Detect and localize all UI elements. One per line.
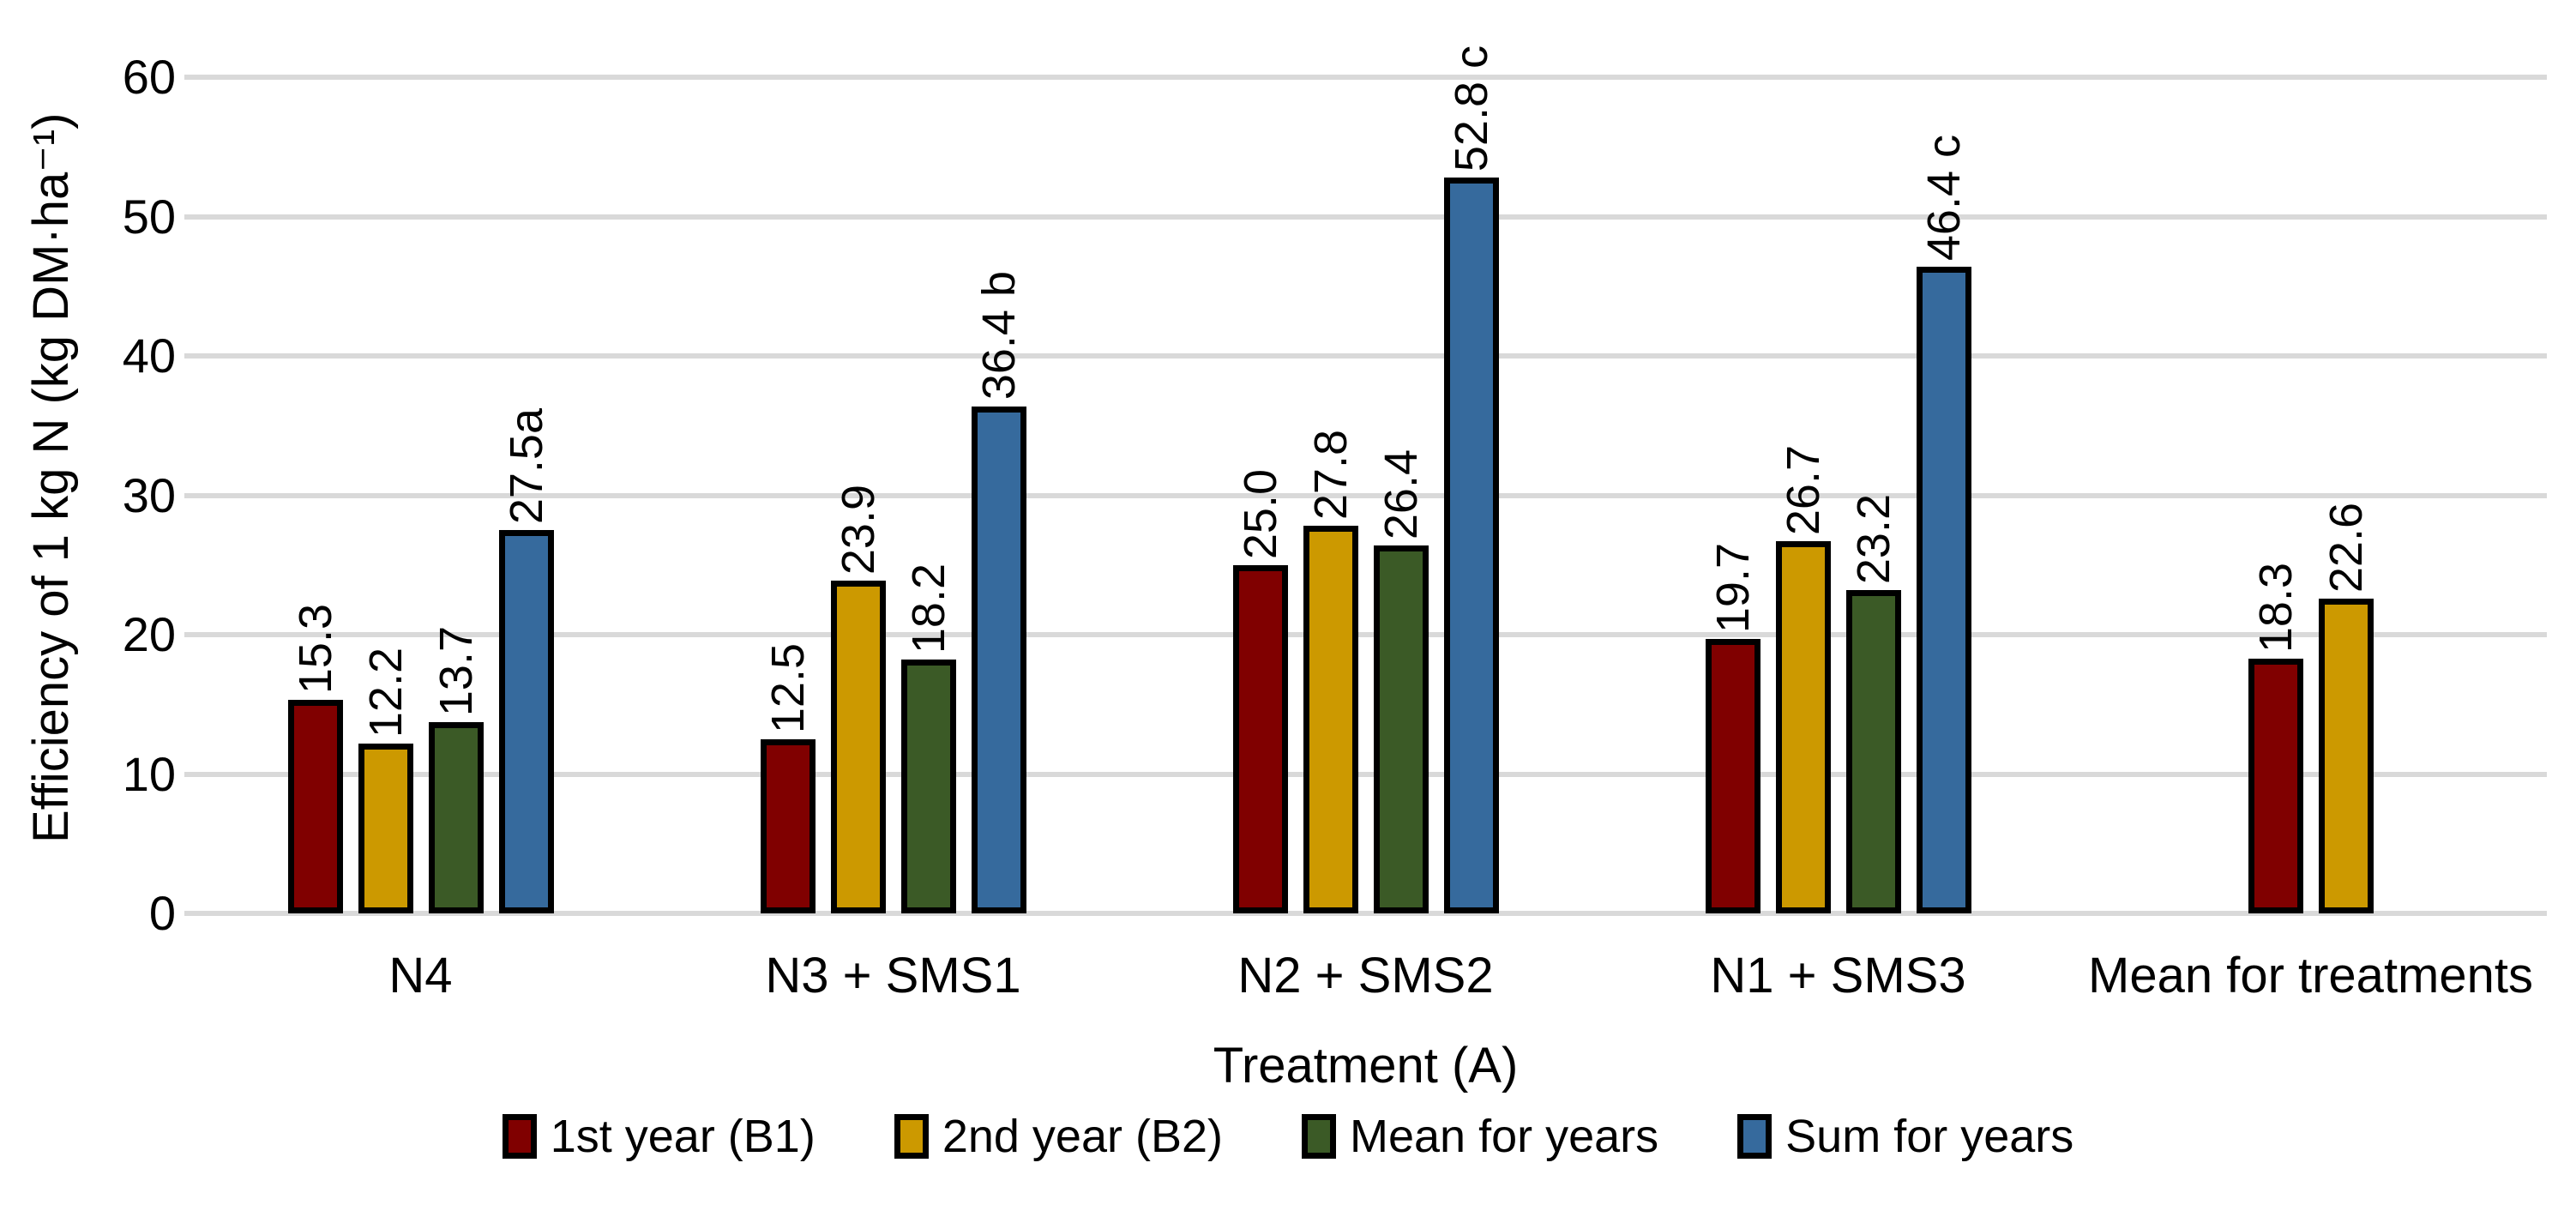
bar: 13.7 [428,626,484,913]
bar: 19.7 [1705,543,1760,913]
legend-label: 2nd year (B2) [942,1111,1223,1162]
bar: 27.8 [1303,430,1358,913]
bar-value-label: 23.9 [832,484,884,575]
bar: 26.7 [1775,445,1831,913]
bar: 23.2 [1845,494,1901,913]
bar: 36.4 b [971,271,1026,913]
category-label: N4 [388,948,453,1003]
bar-value-label: 22.6 [2320,502,2372,593]
plot-area: 15.3 12.2 13.7 27.5a 12.5 23.9 18.2 36.4 b 25.0 2… [184,45,2547,916]
bar-value-label: 15.3 [289,604,341,695]
bar-value-label: 46.4 c [1917,134,1970,261]
legend-swatch [1302,1114,1336,1159]
bar: 12.2 [358,648,413,913]
legend-swatch [502,1114,537,1159]
bar-group: 25.0 27.8 26.4 52.8 c [1129,45,1602,913]
bar-group: 15.3 12.2 13.7 27.5a [184,77,657,913]
bar-value-label: 13.7 [430,626,482,717]
category-label: N1 + SMS3 [1710,948,1966,1003]
bar-value-label: 27.5a [500,407,552,525]
y-tick-label: 60 [122,50,176,104]
bar-value-label: 18.2 [902,563,954,654]
bar-value-label: 27.8 [1304,430,1357,521]
bar: 15.3 [287,604,343,913]
bar-value-label: 12.5 [761,642,814,733]
category-label: Mean for treatments [2088,948,2533,1003]
category-label: N2 + SMS2 [1237,948,1494,1003]
bar: 18.3 [2248,563,2303,913]
bar-group: 19.7 26.7 23.2 46.4 c [1602,77,2074,913]
bar-group: 12.5 23.9 18.2 36.4 b [657,77,1129,913]
bar-value-label: 52.8 c [1445,45,1497,172]
y-tick-label: 10 [122,746,176,801]
x-axis-title: Treatment (A) [1213,1038,1519,1093]
bar-value-label: 18.3 [2249,562,2302,653]
legend-item: Sum for years [1737,1111,2073,1162]
legend-item: Mean for years [1302,1111,1658,1162]
gridline [184,771,2547,777]
bar: 22.6 [2318,503,2374,913]
bar: 23.9 [830,485,886,913]
bar: 27.5a [498,408,554,913]
y-tick-label: 20 [122,607,176,661]
bar: 26.4 [1373,449,1429,913]
category-label: N3 + SMS1 [765,948,1021,1003]
bar: 18.2 [900,563,956,913]
bar: 12.5 [760,643,816,913]
bar: 46.4 c [1916,135,1971,913]
gridline [184,492,2547,498]
bar-value-label: 26.4 [1375,449,1427,539]
y-tick-label: 40 [122,328,176,383]
x-axis-category-labels: N4 N3 + SMS1 N2 + SMS2 N1 + SMS3 Mean for tr… [184,946,2547,1006]
bar-value-label: 25.0 [1234,468,1286,559]
bar-value-label: 23.2 [1847,493,1899,584]
y-axis-tick-labels: 0 10 20 30 40 50 60 [0,53,176,937]
legend-item: 1st year (B1) [502,1111,816,1162]
legend-label: Mean for years [1350,1111,1659,1162]
legend-item: 2nd year (B2) [894,1111,1223,1162]
gridline [184,911,2547,916]
gridline [184,214,2547,220]
bar: 25.0 [1232,469,1288,913]
legend-label: Sum for years [1785,1111,2074,1162]
legend-label: 1st year (B1) [550,1111,816,1162]
gridline [184,632,2547,637]
bar-value-label: 12.2 [359,647,412,738]
bar-value-label: 19.7 [1706,542,1759,633]
gridline [184,75,2547,80]
bar: 52.8 c [1443,45,1499,913]
legend-swatch [1737,1114,1773,1159]
legend-swatch [894,1114,929,1159]
y-tick-label: 50 [122,189,176,244]
legend: 1st year (B1) 2nd year (B2) Mean for years… [0,1111,2576,1162]
bar-groups: 15.3 12.2 13.7 27.5a 12.5 23.9 18.2 36.4 b 25.0 2… [184,45,2547,913]
y-tick-label: 30 [122,467,176,522]
bar-group: 18.3 22.6 [2074,77,2547,913]
bar-value-label: 26.7 [1777,445,1829,536]
bar-value-label: 36.4 b [972,271,1025,401]
y-tick-label: 0 [148,886,176,940]
gridline [184,353,2547,358]
